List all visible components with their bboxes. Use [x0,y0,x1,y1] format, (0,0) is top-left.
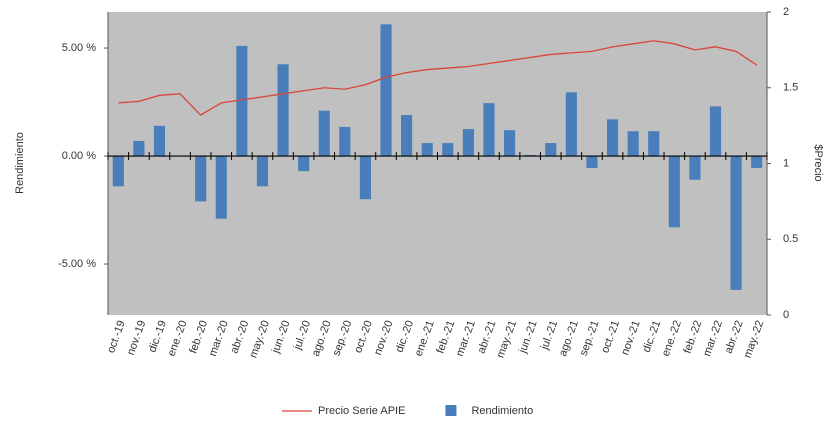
x-tick-label: dic.-19 [146,319,169,354]
y-tick-label: -5.00 % [58,258,96,270]
bar [359,156,371,200]
bar [648,131,660,157]
line [118,40,758,116]
x-tick-label: abr.-22 [723,319,746,355]
x-tick-label: mar.-22 [701,319,725,358]
bar [133,140,145,157]
x-tick-label: jun.-20 [269,319,292,356]
x-tick-label: nov.-19 [125,319,149,357]
bar [401,115,413,157]
bar [462,129,474,157]
y2-tick-label: 0.5 [783,233,798,245]
bar [215,156,227,219]
x-tick-label: ene.-20 [166,319,190,358]
x-tick-label: abr.-20 [228,319,251,355]
bar [545,143,557,157]
x-tick-label: oct.-21 [599,319,622,355]
legend-swatch [445,405,457,416]
bar [565,92,577,157]
x-tick-label: nov.-21 [619,319,643,357]
plot-area [108,12,767,315]
x-tick-label: ene.-21 [413,319,437,358]
x-tick-label: mar.-20 [207,319,231,358]
x-tick-label: sep.-21 [578,319,602,358]
y2-tick-label: 2 [783,6,789,18]
y2-tick-label: 1 [783,157,789,169]
bar [730,156,742,290]
x-tick-label: dic.-20 [394,319,417,354]
bar [318,110,330,157]
bar [627,131,639,157]
y-tick-label: 5.00 % [62,42,96,54]
x-tick-label: jun.-21 [517,319,540,356]
y-tick-label: 0.00 % [62,150,96,162]
x-tick-label: mar.-21 [454,319,478,358]
x-tick-label: jul.-21 [538,319,560,352]
bar [236,45,248,157]
x-tick-label: may.-20 [247,319,272,360]
x-tick-label: ene.-22 [660,319,684,358]
bar [421,143,433,157]
bar [380,24,392,157]
x-tick-label: oct.-20 [352,319,375,355]
bar [442,143,454,157]
bar [709,106,722,157]
bar [256,156,269,187]
x-tick-label: may.-21 [495,319,520,360]
bar [606,119,619,157]
legend-label: Rendimiento [471,405,533,417]
bar [153,125,166,157]
y2-tick-label: 0 [783,309,789,321]
x-tick-label: sep.-20 [331,319,355,358]
bar [689,156,701,180]
x-tick-label: dic.-21 [641,319,664,354]
x-tick-label: may.-22 [742,319,767,360]
x-tick-label: oct.-19 [105,319,128,355]
x-tick-label: nov.-20 [372,319,396,357]
bar [483,103,495,157]
bar [751,156,763,168]
bar [668,156,680,228]
bar [277,64,289,157]
x-tick-label: jul.-20 [291,319,313,352]
y2-tick-label: 1.5 [783,82,798,94]
bar [586,156,598,168]
x-tick-label: feb.-21 [434,319,457,355]
x-tick-label: feb.-20 [187,319,210,355]
x-tick-label: feb.-22 [681,319,704,355]
bar [195,156,207,202]
bar [339,126,351,157]
bar [298,156,310,172]
y2-axis-label: $Precio [812,144,824,181]
bar [112,156,124,187]
bar [504,130,516,157]
y-axis-label: Rendimiento [14,132,26,194]
x-tick-label: abr.-21 [476,319,499,355]
legend-label: Precio Serie APIE [318,405,405,417]
